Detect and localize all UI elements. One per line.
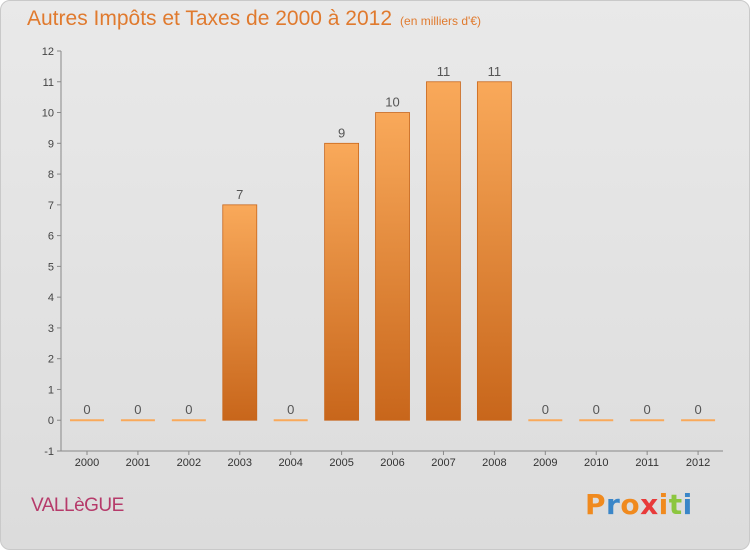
data-label: 10 xyxy=(385,95,399,110)
y-tick-label: 0 xyxy=(48,415,54,427)
y-tick-label: 4 xyxy=(48,292,54,304)
bar xyxy=(476,81,512,421)
bars xyxy=(70,81,716,422)
data-label: 0 xyxy=(134,402,141,417)
logo-letter: P xyxy=(585,488,607,521)
data-label: 0 xyxy=(694,402,701,417)
data-label: 0 xyxy=(83,402,90,417)
bar xyxy=(222,204,258,421)
data-label: 9 xyxy=(338,125,345,140)
y-tick-label: 12 xyxy=(42,46,54,58)
y-tick-label: 9 xyxy=(48,138,54,150)
x-tick-label: 2009 xyxy=(533,457,557,469)
logo-letter: r xyxy=(606,488,621,521)
x-tick-label: 2001 xyxy=(126,457,150,469)
x-tick-label: 2003 xyxy=(228,457,252,469)
logo-letter: x xyxy=(640,488,659,521)
x-tick-label: 2004 xyxy=(278,457,302,469)
data-label: 0 xyxy=(593,402,600,417)
x-tick-label: 2000 xyxy=(75,457,99,469)
y-tick-label: 5 xyxy=(48,261,54,273)
y-tick-label: 7 xyxy=(48,200,54,212)
chart-title: Autres Impôts et Taxes de 2000 à 2012 (en… xyxy=(27,7,481,31)
y-tick-label: 11 xyxy=(43,77,54,89)
x-tick-label: 2010 xyxy=(584,457,608,469)
proxiti-logo: Proxiti xyxy=(585,488,693,521)
data-label: 0 xyxy=(542,402,549,417)
x-tick-label: 2005 xyxy=(329,457,353,469)
logo-letter: o xyxy=(620,488,641,521)
data-labels: 0 0 0 7 0 9 10 11 11 0 0 0 0 xyxy=(83,64,701,417)
chart-unit-label: (en milliers d'€) xyxy=(400,14,482,28)
data-label: 7 xyxy=(236,187,243,202)
bar xyxy=(426,81,461,421)
x-tick-label: 2007 xyxy=(431,457,455,469)
data-label: 0 xyxy=(185,402,192,417)
y-tick-label: 2 xyxy=(48,354,54,366)
x-tick-label: 2002 xyxy=(177,457,201,469)
y-tick-label: 10 xyxy=(42,108,54,120)
x-tick-label: 2012 xyxy=(686,457,710,469)
logo-letter: i xyxy=(682,488,693,521)
data-label: 11 xyxy=(437,64,451,79)
data-label: 0 xyxy=(287,402,294,417)
chart-title-text: Autres Impôts et Taxes de 2000 à 2012 xyxy=(27,7,393,30)
x-tick-label: 2006 xyxy=(380,457,404,469)
x-tick-label: 2011 xyxy=(635,457,659,469)
data-label: 0 xyxy=(644,402,651,417)
bar xyxy=(324,142,360,421)
bar xyxy=(375,112,410,421)
y-tick-label: 8 xyxy=(48,169,54,181)
y-tick-label: 1 xyxy=(48,384,54,396)
y-tick-label: 6 xyxy=(48,231,54,243)
data-label: 11 xyxy=(488,64,502,79)
logo-letter: t xyxy=(668,488,683,521)
logo-letter: i xyxy=(658,488,669,521)
x-tick-label: 2008 xyxy=(482,457,506,469)
y-tick-label: 3 xyxy=(48,323,54,335)
y-tick-label: -1 xyxy=(44,446,54,458)
commune-name: VALLèGUE xyxy=(31,495,124,516)
